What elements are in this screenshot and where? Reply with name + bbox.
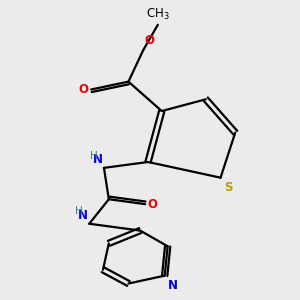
Text: N: N xyxy=(78,209,88,222)
Text: O: O xyxy=(145,34,154,47)
Text: O: O xyxy=(78,83,88,96)
Text: H: H xyxy=(90,151,98,160)
Text: N: N xyxy=(92,153,103,167)
Text: O: O xyxy=(148,198,158,211)
Text: H: H xyxy=(75,206,83,216)
Text: S: S xyxy=(224,181,232,194)
Text: CH$_3$: CH$_3$ xyxy=(146,7,170,22)
Text: N: N xyxy=(168,279,178,292)
